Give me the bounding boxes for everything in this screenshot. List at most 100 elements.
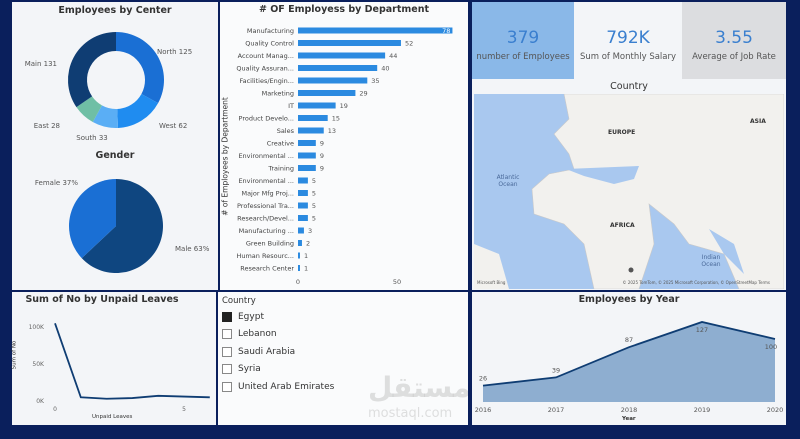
map-land: [474, 94, 784, 289]
slicer-item[interactable]: Saudi Arabia: [222, 343, 468, 361]
slicer-title: Country: [222, 296, 256, 306]
bar-value: 15: [332, 115, 340, 123]
x-tick: 50: [393, 278, 401, 286]
data-label: 39: [552, 366, 560, 374]
center-gender-panel: Employees by Center Gender North 125 West…: [12, 2, 218, 290]
map[interactable]: EUROPE ASIA AFRICA Atlantic Ocean Indian…: [474, 94, 784, 289]
unpaid-leaves-panel: Sum of No by Unpaid Leaves 100K 50K 0K 0 5 U…: [11, 292, 216, 425]
bar-label: Sales: [277, 127, 295, 135]
unpaid-chart-title: Sum of No by Unpaid Leaves: [25, 294, 179, 305]
bar-value: 44: [389, 52, 397, 60]
map-label-europe: EUROPE: [608, 129, 636, 136]
slicer-item-label: United Arab Emirates: [238, 381, 335, 392]
y-tick: 0K: [36, 398, 45, 405]
bar: [298, 140, 316, 146]
year-chart-title: Employees by Year: [578, 294, 680, 305]
slicer-item-label: Saudi Arabia: [238, 346, 296, 357]
bar: [298, 40, 401, 46]
slicer-item-label: Syria: [238, 364, 261, 375]
map-label-asia: ASIA: [750, 118, 766, 125]
bar: [298, 202, 308, 209]
slice-label: Male 63%: [175, 245, 210, 253]
bar-label: Environmental ...: [238, 177, 294, 185]
slice-label: West 62: [159, 122, 187, 130]
department-panel: # OF Employess by Department # of Employ…: [220, 2, 468, 290]
slicer-item[interactable]: United Arab Emirates: [222, 378, 468, 396]
bar-value: 40: [381, 65, 389, 73]
slice-label: South 33: [76, 134, 107, 142]
bar-label: Environmental ...: [238, 152, 294, 160]
bar-label: IT: [288, 102, 294, 110]
bar-label: Training: [267, 165, 294, 173]
slice: [81, 179, 164, 273]
checkbox[interactable]: [222, 381, 232, 392]
unpaid-y-label: Sum of No: [11, 340, 18, 370]
checkbox[interactable]: [222, 329, 232, 340]
x-tick: 0: [296, 278, 300, 286]
slicer-item[interactable]: Lebanon: [222, 326, 468, 344]
bar: [298, 77, 368, 84]
bar: [298, 165, 316, 171]
bar-label: Manufacturing ...: [239, 227, 294, 235]
bar-label: Product Develo...: [239, 115, 294, 123]
bar-value: 78: [442, 27, 450, 35]
bar: [298, 252, 300, 259]
slice: [69, 179, 116, 259]
year-panel: Employees by Year 2016 26 2017 39 2018 87 2019…: [472, 292, 786, 425]
center-chart-title: Employees by Center: [58, 5, 172, 16]
bar-label: Green Building: [246, 240, 294, 248]
map-attribution[interactable]: © 2025 TomTom, © 2025 Microsoft Corporat…: [622, 280, 770, 285]
y-tick: 100K: [29, 324, 45, 331]
bar-label: Research/Devel...: [237, 215, 294, 223]
slice: [116, 32, 165, 104]
map-label-africa: AFRICA: [610, 222, 635, 229]
kpi-employees: 379 number of Employees: [472, 2, 574, 79]
map-title: Country: [610, 81, 648, 92]
bar-value: 2: [306, 240, 310, 248]
checkbox[interactable]: [222, 311, 232, 322]
kpi-value: 792K: [606, 28, 650, 48]
bar-label: Research Center: [240, 265, 294, 273]
slice-label: North 125: [157, 48, 192, 56]
bar: [298, 227, 304, 234]
unpaid-x-label: Unpaid Leaves: [92, 414, 133, 420]
bar-label: Professional Tra...: [237, 202, 294, 210]
bar: [298, 102, 336, 109]
x-tick: 0: [53, 406, 57, 413]
bar-value: 5: [312, 190, 316, 198]
slicer-item[interactable]: Syria: [222, 361, 468, 379]
line-series: [54, 323, 210, 400]
bar-value: 19: [340, 102, 348, 110]
kpi-label: number of Employees: [476, 52, 570, 62]
bar: [298, 265, 300, 271]
bar-value: 1: [304, 252, 308, 260]
bar-label: Quality Control: [245, 40, 294, 48]
map-panel: Country EUROPE ASIA AFRICA Atlantic Ocea…: [472, 79, 786, 290]
bar-value: 9: [320, 152, 324, 160]
kpi-label: Average of Job Rate: [692, 52, 776, 62]
slicer-item-label: Egypt: [238, 311, 264, 322]
bar-value: 5: [312, 202, 316, 210]
unpaid-leaves-line-chart: 100K 50K 0K 0 5: [29, 323, 210, 413]
x-tick: 2016: [475, 406, 492, 414]
kpi-label: Sum of Monthly Salary: [579, 52, 677, 62]
bar: [298, 152, 316, 159]
checkbox[interactable]: [222, 364, 232, 375]
bar: [298, 27, 453, 34]
employees-year-area-chart: 2016 26 2017 39 2018 87 2019 127 2020 100: [475, 321, 783, 414]
bar-value: 13: [328, 127, 336, 135]
data-label: 100: [765, 343, 777, 351]
slicer-item[interactable]: Egypt: [222, 308, 468, 326]
bar: [298, 177, 308, 184]
bar: [298, 90, 356, 96]
slice: [117, 93, 159, 128]
checkbox[interactable]: [222, 346, 232, 357]
kpi-value: 379: [506, 28, 540, 48]
year-x-label: Year: [622, 416, 636, 422]
bar-label: Facilities/Engin...: [239, 77, 294, 85]
slice-label: Main 131: [25, 60, 57, 68]
slice-label: Female 37%: [35, 179, 78, 187]
x-tick: 2019: [694, 406, 711, 414]
bar: [298, 215, 308, 221]
